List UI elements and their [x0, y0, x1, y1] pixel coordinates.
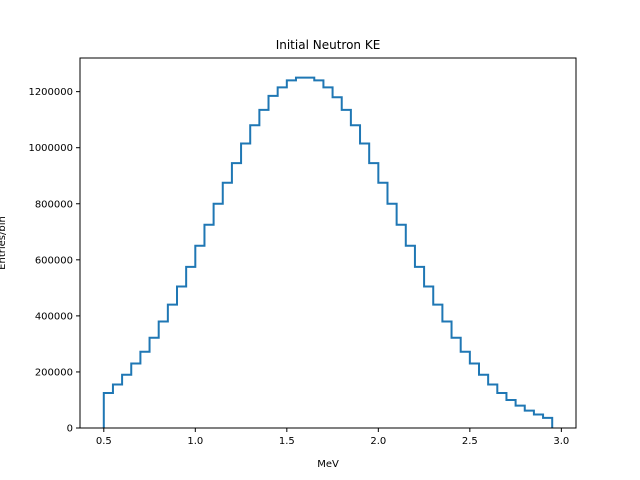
histogram-bin: [351, 125, 360, 428]
histogram-bin: [406, 246, 415, 428]
y-tick-label: 200000: [35, 367, 73, 378]
histogram-bin: [287, 80, 296, 428]
histogram-bin: [259, 110, 268, 428]
histogram-bin: [470, 364, 479, 428]
histogram-bin: [506, 400, 515, 428]
histogram-bin: [479, 375, 488, 428]
histogram-bin: [250, 125, 259, 428]
axes-frame: [79, 57, 577, 429]
histogram-bin: [122, 375, 131, 428]
histogram-bin: [525, 411, 534, 428]
histogram-bin: [424, 286, 433, 428]
histogram-bin: [497, 393, 506, 428]
y-tick-label: 600000: [35, 255, 73, 266]
histogram-bin: [195, 246, 204, 428]
chart-title: Initial Neutron KE: [276, 38, 381, 52]
histogram-bin: [452, 338, 461, 428]
histogram-bin: [442, 321, 451, 428]
histogram-bin: [296, 78, 305, 428]
histogram-bin: [333, 97, 342, 428]
x-tick-label: 1.0: [187, 436, 203, 447]
y-tick-label: 1200000: [28, 87, 73, 98]
histogram-bin: [214, 204, 223, 428]
x-tick-label: 3.0: [553, 436, 569, 447]
histogram-bin: [150, 338, 159, 428]
histogram-bin: [168, 305, 177, 428]
histogram-bin: [543, 418, 552, 428]
histogram-bin: [433, 305, 442, 428]
histogram-bin: [278, 87, 287, 428]
histogram-bin: [186, 267, 195, 428]
histogram-bin: [323, 87, 332, 428]
histogram-bin: [204, 225, 213, 428]
x-tick-label: 2.5: [462, 436, 478, 447]
x-axis-ticks: 0.5 1.0 1.5 2.0 2.5 3.0: [96, 428, 569, 447]
histogram-bin: [140, 352, 149, 428]
histogram-bin: [223, 183, 232, 428]
y-tick-label: 800000: [35, 199, 73, 210]
y-tick-label: 0: [67, 424, 73, 435]
y-axis-label: Entries/bin: [0, 216, 8, 270]
histogram-bin: [342, 110, 351, 428]
histogram-bin: [387, 204, 396, 428]
histogram-bin: [360, 143, 369, 428]
histogram-bin: [159, 321, 168, 428]
plot-layer: [102, 76, 554, 428]
histogram-bin: [241, 143, 250, 428]
histogram-bin: [104, 393, 113, 428]
histogram-bin: [397, 225, 406, 428]
histogram-bin: [488, 385, 497, 428]
histogram-bin: [314, 80, 323, 428]
x-axis-label: MeV: [317, 459, 339, 470]
histogram-bin: [516, 406, 525, 428]
histogram-step-line: [102, 76, 554, 428]
histogram-bin: [177, 286, 186, 428]
y-tick-label: 1000000: [28, 143, 73, 154]
x-tick-label: 1.5: [279, 436, 295, 447]
histogram-bin: [269, 96, 278, 428]
histogram-bin: [534, 415, 543, 428]
y-tick-label: 400000: [35, 311, 73, 322]
histogram-bin: [232, 163, 241, 428]
histogram-bin: [415, 267, 424, 428]
histogram-bin: [305, 78, 314, 428]
y-axis-ticks: 0 200000 400000 600000 800000 1000000 1200000: [28, 87, 80, 435]
histogram-bin: [113, 385, 122, 428]
histogram-bin: [131, 364, 140, 428]
x-tick-label: 0.5: [96, 436, 112, 447]
histogram-bin: [378, 183, 387, 428]
histogram-bin: [369, 163, 378, 428]
x-tick-label: 2.0: [370, 436, 386, 447]
histogram-bin: [461, 352, 470, 428]
